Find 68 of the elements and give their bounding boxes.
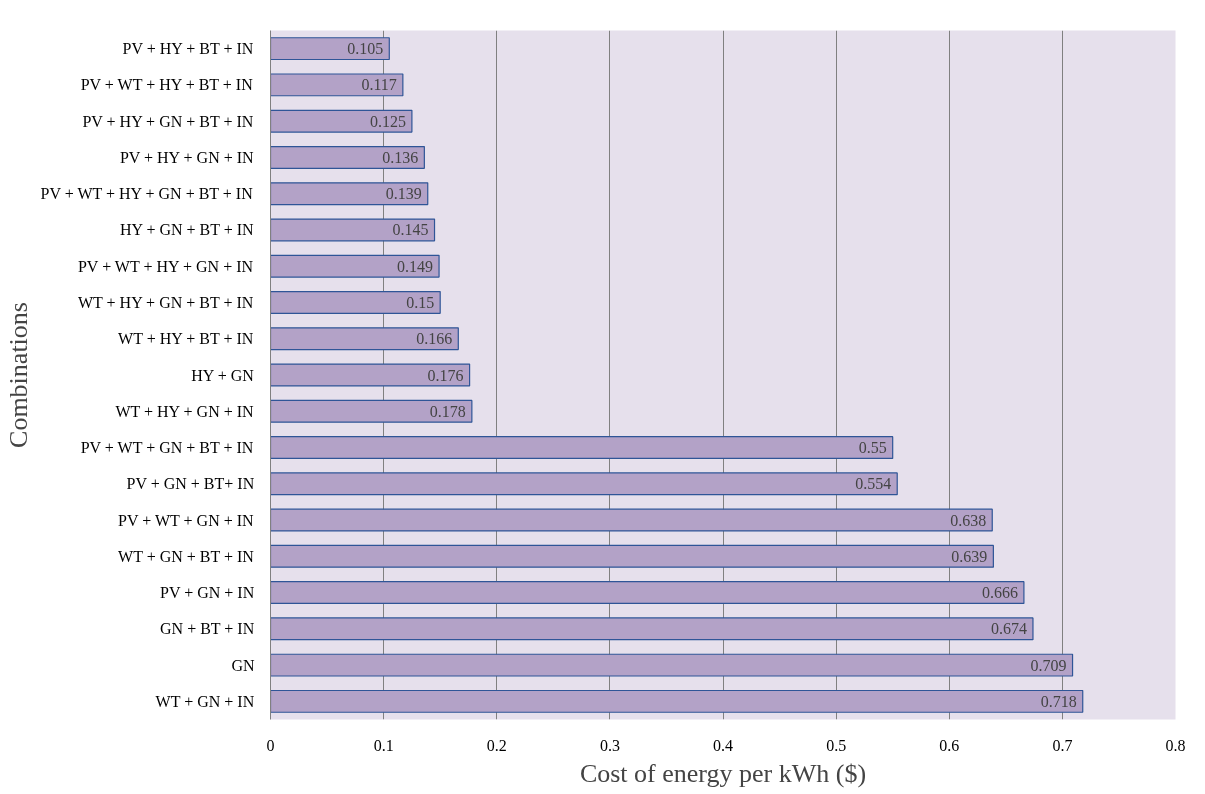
y-tick-label: PV + WT + GN + IN (118, 511, 255, 529)
data-label: 0.674 (990, 620, 1027, 638)
bar (270, 363, 471, 387)
y-tick-label: PV + HY + GN + BT + IN (82, 112, 254, 130)
data-label: 0.166 (416, 330, 453, 348)
data-label: 0.136 (382, 148, 419, 166)
y-tick-label: GN + BT + IN (160, 620, 255, 638)
data-label: 0.709 (1030, 656, 1067, 674)
data-label: 0.666 (981, 584, 1018, 602)
data-label: 0.15 (406, 293, 435, 311)
data-label: 0.554 (855, 475, 892, 493)
y-tick-label: PV + WT + GN + BT + IN (80, 439, 254, 457)
data-label: 0.145 (392, 221, 429, 239)
x-tick-label: 0.7 (1052, 736, 1073, 754)
x-tick-label: 0.6 (939, 736, 960, 754)
data-label: 0.178 (429, 402, 466, 420)
bar (270, 399, 473, 423)
y-tick-label: WT + GN + IN (155, 692, 255, 710)
bar (270, 653, 1074, 677)
data-label: 0.639 (951, 547, 988, 565)
bar (270, 327, 459, 351)
x-tick-label: 0 (266, 736, 275, 754)
bar (270, 472, 898, 496)
bar (270, 436, 894, 460)
bar (270, 218, 436, 242)
y-tick-label: WT + HY + GN + BT + IN (77, 293, 254, 311)
data-label: 0.139 (385, 185, 422, 203)
bar (270, 182, 429, 206)
y-tick-label: PV + WT + HY + GN + IN (77, 257, 254, 275)
x-tick-label: 0.3 (599, 736, 620, 754)
x-tick-label: 0.1 (373, 736, 394, 754)
y-tick-label: PV + WT + HY + BT + IN (80, 76, 254, 94)
bar (270, 581, 1025, 605)
bar (270, 73, 404, 97)
bar (270, 508, 993, 532)
y-axis-title: Combinations (3, 302, 33, 448)
y-tick-label: PV + GN + IN (160, 584, 255, 602)
bar (270, 254, 440, 278)
bar (270, 37, 390, 61)
bar (270, 544, 994, 568)
y-tick-label: PV + HY + BT + IN (122, 40, 254, 58)
data-label: 0.105 (347, 40, 384, 58)
bar (270, 689, 1084, 713)
x-tick-label: 0.8 (1165, 736, 1186, 754)
x-axis-title: Cost of energy per kWh ($) (579, 758, 867, 788)
data-label: 0.176 (427, 366, 464, 384)
y-tick-label: WT + HY + BT + IN (118, 330, 254, 348)
data-label: 0.149 (397, 257, 434, 275)
bar (270, 109, 413, 133)
y-tick-label: PV + HY + GN + IN (119, 148, 255, 166)
bar (270, 290, 441, 314)
x-tick-label: 0.4 (713, 736, 733, 754)
x-tick-label: 0.2 (486, 736, 507, 754)
data-label: 0.718 (1040, 692, 1077, 710)
bar (270, 145, 425, 169)
data-label: 0.55 (858, 439, 887, 457)
y-tick-label: PV + GN + BT+ IN (126, 475, 255, 493)
x-tick-label: 0.5 (826, 736, 847, 754)
data-label: 0.125 (369, 112, 406, 130)
y-tick-label: WT + GN + BT + IN (118, 547, 255, 565)
y-tick-label: WT + HY + GN + IN (115, 402, 255, 420)
bar (270, 617, 1034, 641)
y-tick-label: PV + WT + HY + GN + BT + IN (40, 185, 254, 203)
data-label: 0.117 (361, 76, 397, 94)
y-tick-label: HY + GN (191, 366, 255, 384)
y-tick-label: HY + GN + BT + IN (119, 221, 255, 239)
y-tick-label: GN (231, 656, 255, 674)
data-label: 0.638 (950, 511, 987, 529)
